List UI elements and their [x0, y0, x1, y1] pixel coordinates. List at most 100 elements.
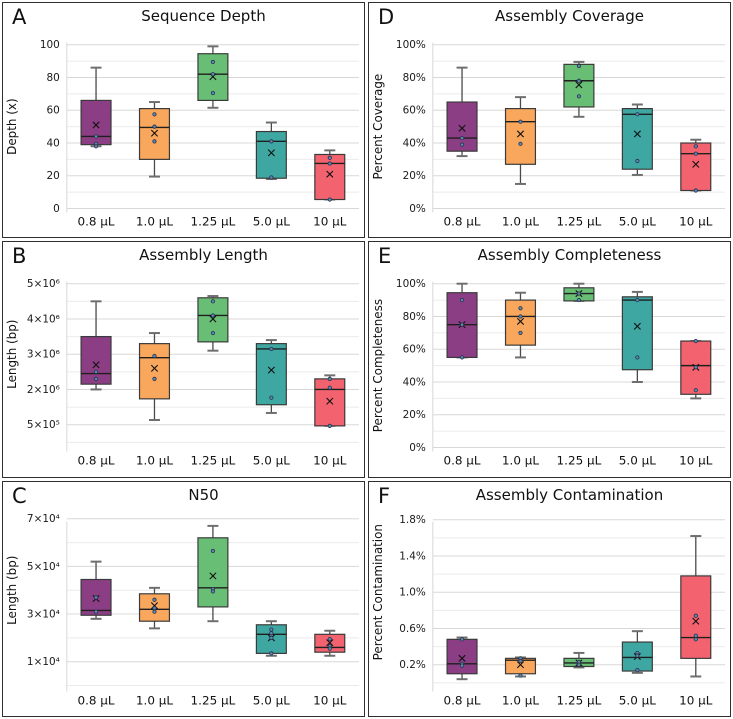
y-tick-label: 4×10⁶: [27, 314, 60, 326]
box-group-3: [563, 60, 595, 118]
x-tick-label: 10 µL: [679, 454, 713, 468]
data-point: [635, 653, 640, 658]
x-tick-label: 5.0 µL: [253, 693, 290, 707]
box-group-3: [197, 45, 229, 109]
data-point: [210, 59, 216, 64]
y-tick-label: 100%: [396, 39, 426, 51]
boxplot-canvas: 1×10⁴ 3×10⁴ 5×10⁴ 7×10⁴ Length (bp) 0.8 µL 1.0…: [5, 513, 360, 707]
data-point: [152, 354, 157, 359]
mean-marker: [692, 160, 700, 168]
y-tick-label: 5×10⁵: [27, 420, 60, 432]
y-tick-label: 80%: [403, 311, 426, 323]
box-rect: [138, 108, 171, 160]
mean-marker: [633, 130, 641, 138]
y-tick-label: 100: [40, 39, 60, 51]
data-point: [269, 627, 274, 632]
y-tick-label: 40%: [403, 377, 426, 389]
box-group-1: [446, 636, 478, 680]
data-point: [459, 636, 465, 642]
panel-title: Assembly Contamination: [475, 485, 664, 504]
box-group-3: [197, 295, 229, 352]
box-group-5: [680, 534, 712, 678]
y-tick-label: 20: [47, 170, 60, 182]
data-point: [693, 151, 698, 156]
data-point: [518, 331, 523, 336]
data-point: [635, 158, 640, 164]
data-point: [327, 424, 332, 429]
panel-letter: E: [378, 244, 392, 269]
boxplot-canvas: 0 20 40 60 80 100 Depth (x) 0.8 µL 1.0 µL 1.25 µL…: [5, 39, 360, 228]
box-rect: [314, 153, 346, 201]
data-point: [518, 658, 523, 663]
panel-e-assembly-completeness: E Assembly Completeness 0% 20% 40% 60% 80% 10…: [368, 241, 731, 478]
mean-marker: [209, 572, 217, 580]
mean-marker: [633, 323, 641, 331]
box-group-3: [563, 283, 595, 303]
y-tick-label: 0: [53, 203, 60, 215]
box-group-2: [138, 332, 171, 422]
x-tick-label: 0.8 µL: [77, 693, 114, 707]
panel-d-assembly-coverage: D Assembly Coverage 0% 20% 40% 60% 80% 100% Pe…: [368, 2, 731, 239]
x-tick-label: 10 µL: [313, 693, 347, 707]
data-point: [210, 72, 216, 77]
data-point: [152, 597, 157, 602]
data-point: [693, 365, 698, 370]
mean-marker: [692, 617, 700, 625]
data-point: [327, 385, 332, 391]
box-rect: [138, 343, 171, 400]
data-point: [693, 144, 698, 149]
data-point: [518, 141, 523, 146]
data-point: [459, 298, 465, 303]
data-point: [635, 667, 640, 672]
box-group-5: [680, 138, 712, 193]
data-point: [518, 119, 523, 124]
y-tick-label: 20%: [403, 410, 426, 422]
x-tick-label: 5.0 µL: [619, 454, 656, 468]
x-tick-label: 10 µL: [679, 214, 713, 228]
mean-marker: [458, 124, 466, 132]
mean-marker: [209, 315, 217, 323]
y-tick-label: 60: [47, 105, 60, 117]
data-point: [576, 298, 582, 303]
x-tick-label: 1.0 µL: [136, 693, 173, 707]
data-point: [518, 314, 523, 319]
box-group-5: [680, 339, 712, 400]
y-axis-label: Percent Coverage: [371, 74, 385, 180]
panel-a-sequence-depth: A Sequence Depth 0 20 40 60 80 100 Depth (x) 0.…: [2, 2, 365, 239]
box-group-1: [80, 560, 112, 620]
box-group-1: [446, 283, 478, 360]
data-point: [152, 377, 157, 382]
box-group-3: [197, 524, 229, 622]
box-group-1: [80, 66, 112, 149]
mean-marker: [150, 365, 159, 373]
data-point: [459, 355, 465, 360]
panel-f-assembly-contamination: F Assembly Contamination 0.2% 0.6% 1.0% 1.4…: [368, 480, 731, 717]
y-axis-label: Percent Completeness: [371, 299, 385, 432]
x-tick-label: 1.25 µL: [557, 214, 602, 228]
box-rect: [563, 63, 595, 108]
y-tick-label: 0.6%: [399, 623, 426, 635]
data-point: [269, 175, 274, 180]
data-point: [693, 339, 698, 344]
data-point: [327, 646, 332, 651]
box-rect: [255, 130, 287, 179]
box-group-2: [138, 101, 171, 178]
x-tick-label: 0.8 µL: [443, 454, 480, 468]
x-tick-label: 0.8 µL: [443, 693, 480, 707]
x-tick-label: 10 µL: [313, 214, 347, 228]
y-tick-label: 80%: [403, 72, 426, 84]
mean-marker: [458, 654, 466, 662]
box-rect: [680, 142, 712, 192]
box-rect: [446, 638, 478, 675]
panel-b-assembly-length: B Assembly Length 5×10⁵ 2×10⁶ 3×10⁶ 4×10⁶ 5×…: [2, 241, 365, 478]
data-point: [576, 63, 582, 69]
data-point: [93, 609, 99, 614]
box-group-4: [621, 291, 653, 384]
y-tick-label: 80: [47, 72, 60, 84]
x-tick-label: 0.8 µL: [77, 454, 114, 468]
panel-letter: D: [378, 5, 395, 29]
data-point: [152, 605, 157, 610]
x-tick-label: 1.0 µL: [502, 693, 539, 707]
data-point: [269, 635, 274, 640]
